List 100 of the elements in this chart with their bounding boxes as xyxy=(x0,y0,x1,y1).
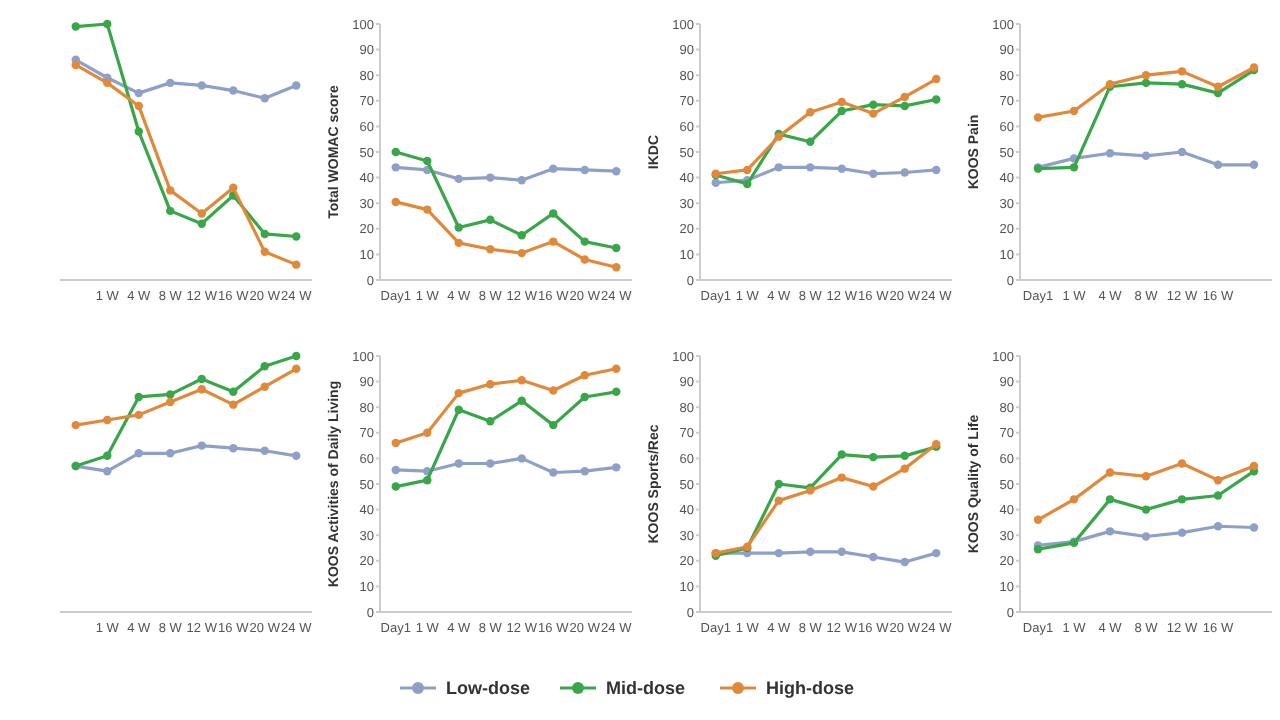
point xyxy=(229,400,238,409)
point xyxy=(932,74,941,84)
point xyxy=(1141,151,1151,161)
point xyxy=(391,482,400,491)
point xyxy=(166,186,175,195)
point xyxy=(1069,495,1079,504)
point xyxy=(580,255,589,264)
point xyxy=(1249,523,1259,532)
point xyxy=(166,397,175,407)
point xyxy=(260,229,269,239)
point xyxy=(134,127,143,136)
point xyxy=(1105,149,1115,158)
point xyxy=(1213,160,1223,170)
point xyxy=(517,230,526,240)
point xyxy=(517,376,526,385)
point xyxy=(517,248,526,258)
point xyxy=(103,415,112,425)
point xyxy=(292,451,301,461)
point xyxy=(612,243,621,253)
point xyxy=(134,88,143,98)
point xyxy=(1033,113,1043,122)
point xyxy=(1177,528,1187,537)
point xyxy=(580,237,589,246)
point xyxy=(711,178,720,187)
point xyxy=(197,374,206,384)
point xyxy=(103,466,112,476)
point xyxy=(423,428,432,438)
point xyxy=(900,168,909,177)
point xyxy=(1141,78,1151,88)
point xyxy=(869,169,878,178)
point xyxy=(837,106,846,116)
point xyxy=(103,19,112,29)
point xyxy=(486,245,495,254)
point xyxy=(197,219,206,228)
point xyxy=(292,260,301,269)
point xyxy=(1105,495,1115,504)
point xyxy=(932,165,941,175)
point xyxy=(454,238,463,248)
point xyxy=(774,496,783,505)
legend-label: High-dose xyxy=(766,678,854,699)
point xyxy=(837,97,846,107)
point xyxy=(454,223,463,232)
point xyxy=(166,78,175,88)
point xyxy=(260,382,269,391)
point xyxy=(71,420,80,430)
point xyxy=(837,547,846,557)
point xyxy=(103,78,112,88)
point xyxy=(166,449,175,458)
point xyxy=(1177,147,1187,157)
point xyxy=(612,387,621,397)
point xyxy=(837,450,846,459)
point xyxy=(103,451,112,461)
point xyxy=(454,174,463,184)
point xyxy=(900,557,909,567)
point xyxy=(517,396,526,406)
point xyxy=(869,100,878,109)
point xyxy=(806,163,815,172)
point xyxy=(423,475,432,485)
point xyxy=(549,420,558,430)
point xyxy=(774,163,783,172)
point xyxy=(774,548,783,558)
point xyxy=(229,443,238,453)
point xyxy=(900,464,909,473)
point xyxy=(1141,70,1151,80)
point xyxy=(612,463,621,472)
point xyxy=(454,388,463,398)
legend-label: Mid-dose xyxy=(606,678,685,699)
point xyxy=(454,459,463,468)
point xyxy=(1177,79,1187,89)
point xyxy=(743,165,752,175)
point xyxy=(1141,532,1151,541)
point xyxy=(197,81,206,90)
point xyxy=(517,454,526,463)
point xyxy=(486,379,495,389)
point xyxy=(900,451,909,461)
point xyxy=(134,392,143,402)
point xyxy=(260,94,269,103)
point xyxy=(292,351,301,361)
point xyxy=(580,165,589,175)
point xyxy=(837,164,846,173)
point xyxy=(549,164,558,173)
point xyxy=(1069,106,1079,116)
point xyxy=(134,101,143,111)
point xyxy=(166,206,175,216)
point xyxy=(517,175,526,185)
point xyxy=(197,209,206,218)
point xyxy=(391,147,400,157)
point xyxy=(774,479,783,489)
point xyxy=(260,362,269,371)
point xyxy=(806,137,815,146)
point xyxy=(166,390,175,399)
point xyxy=(1177,459,1187,468)
point xyxy=(391,163,400,172)
point xyxy=(229,387,238,397)
point xyxy=(229,86,238,95)
point xyxy=(549,468,558,477)
point xyxy=(423,156,432,166)
point xyxy=(71,22,80,31)
point xyxy=(1177,495,1187,504)
point xyxy=(292,364,301,374)
